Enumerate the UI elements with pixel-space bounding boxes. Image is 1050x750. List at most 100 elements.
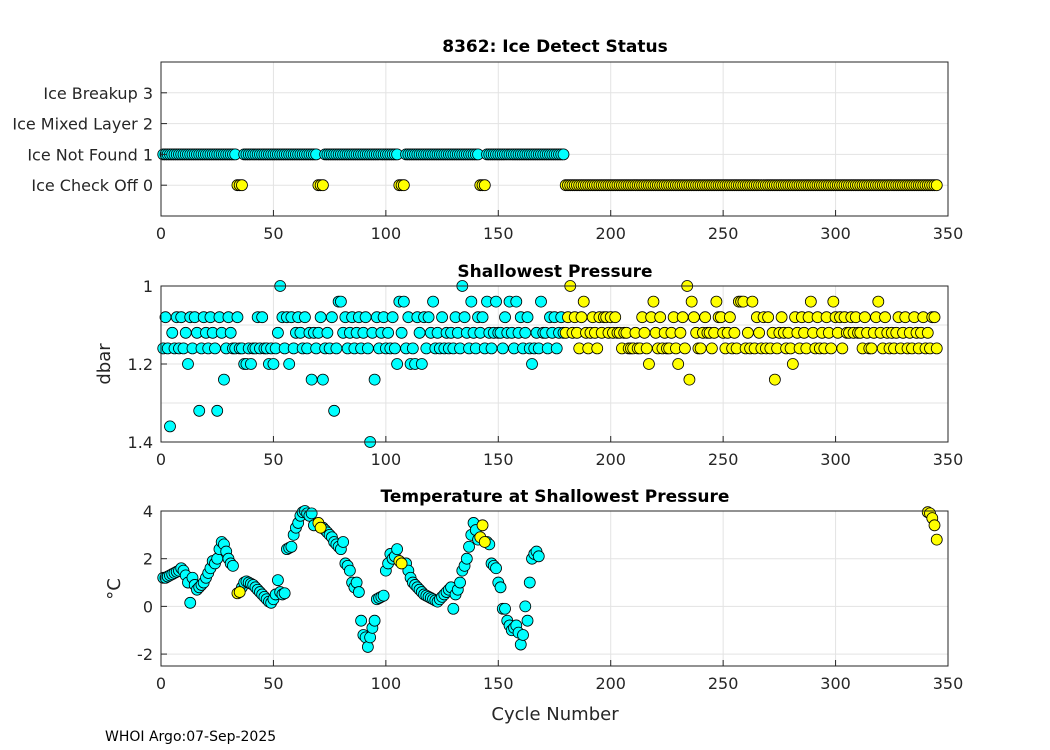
ice-off-point bbox=[316, 179, 329, 192]
x-tick-label: 350 bbox=[933, 450, 964, 469]
ice-on-point bbox=[377, 589, 390, 602]
x-tick-label: 150 bbox=[483, 450, 514, 469]
ice-on-point bbox=[211, 552, 224, 565]
ice-on-point bbox=[535, 295, 547, 308]
ice-on-point bbox=[272, 574, 284, 587]
y-tick-label: 0 bbox=[143, 597, 153, 616]
x-tick-label: 250 bbox=[708, 674, 739, 693]
ice-on-point bbox=[391, 543, 404, 556]
ice-off-point bbox=[706, 342, 718, 355]
ice-on-point bbox=[328, 404, 341, 417]
ice-off-point bbox=[638, 326, 651, 339]
x-tick-label: 100 bbox=[371, 674, 402, 693]
ice-on-point bbox=[499, 602, 511, 615]
ice-on-point bbox=[368, 614, 381, 627]
ice-on-point bbox=[519, 326, 532, 339]
ice-on-point bbox=[454, 576, 466, 589]
ice-on-point bbox=[352, 586, 365, 598]
y-tick-label: -2 bbox=[137, 645, 153, 664]
ice-on-point bbox=[314, 311, 327, 324]
ice-off-point bbox=[478, 179, 491, 192]
ice-off-point bbox=[397, 179, 410, 192]
x-tick-label: 0 bbox=[156, 450, 166, 469]
ice-off-point bbox=[476, 519, 489, 532]
x-tick-label: 50 bbox=[263, 674, 283, 693]
plot-area bbox=[161, 62, 948, 216]
axes-box bbox=[160, 510, 949, 667]
ice-off-point bbox=[679, 342, 691, 355]
ice-on-point bbox=[224, 326, 237, 339]
ice-on-point bbox=[391, 358, 404, 370]
ice-on-point bbox=[166, 326, 179, 339]
ice-on-point bbox=[330, 342, 343, 355]
ice-on-point bbox=[355, 614, 368, 627]
ice-off-point bbox=[676, 311, 689, 324]
ice-off-point bbox=[930, 179, 943, 192]
y-tick-label: 1.4 bbox=[128, 433, 153, 452]
ice-off-point bbox=[723, 311, 736, 324]
plot2-title: Shallowest Pressure bbox=[457, 262, 652, 282]
x-tick-label: 200 bbox=[595, 450, 626, 469]
ice-on-point bbox=[485, 342, 498, 355]
ice-on-point bbox=[256, 311, 269, 324]
ice-off-point bbox=[710, 295, 723, 308]
ice-off-point bbox=[643, 358, 655, 370]
x-tick-label: 50 bbox=[263, 450, 283, 469]
ice-on-point bbox=[193, 404, 206, 417]
ice-on-point bbox=[325, 311, 338, 324]
y-tick-label: Ice Check Off 0 bbox=[31, 176, 153, 195]
footer-credit: WHOI Argo:07-Sep-2025 bbox=[105, 729, 276, 745]
ice-on-point bbox=[490, 562, 502, 575]
ice-on-point bbox=[514, 638, 527, 651]
ice-off-point bbox=[786, 358, 799, 370]
y-tick-label: Ice Mixed Layer 2 bbox=[12, 115, 153, 134]
ice-off-point bbox=[577, 295, 590, 308]
y-tick-label: Ice Breakup 3 bbox=[43, 84, 153, 103]
ice-off-point bbox=[762, 311, 775, 324]
x-tick-label: 100 bbox=[371, 224, 402, 243]
plot-2: 0 50 100 150 200 250 300 350 1 1.2 1.4 bbox=[128, 277, 964, 469]
ice-off-point bbox=[858, 311, 871, 324]
ice-on-point bbox=[494, 581, 507, 594]
x-tick-label: 300 bbox=[820, 450, 851, 469]
ice-on-point bbox=[211, 404, 224, 417]
ice-off-point bbox=[879, 311, 891, 324]
ice-on-point bbox=[316, 373, 329, 386]
ice-on-point bbox=[179, 326, 192, 339]
ice-off-point bbox=[233, 586, 246, 598]
x-tick-label: 50 bbox=[263, 224, 283, 243]
ice-off-point bbox=[688, 311, 700, 324]
ice-off-point bbox=[804, 295, 817, 308]
ice-on-point bbox=[526, 358, 538, 370]
ice-off-point bbox=[768, 373, 781, 386]
ice-off-point bbox=[825, 342, 837, 355]
x-tick-label: 150 bbox=[483, 674, 514, 693]
ice-off-point bbox=[865, 342, 878, 355]
ice-on-point bbox=[523, 576, 536, 589]
ice-on-point bbox=[382, 326, 395, 339]
x-tick-label: 300 bbox=[820, 674, 851, 693]
ice-on-point bbox=[476, 311, 489, 324]
ice-on-point bbox=[231, 311, 244, 324]
ice-on-point bbox=[447, 602, 460, 615]
plot1-title: 8362: Ice Detect Status bbox=[442, 37, 668, 57]
ice-on-point bbox=[361, 342, 374, 355]
x-tick-label: 350 bbox=[933, 224, 964, 243]
ice-off-point bbox=[921, 326, 934, 339]
ice-on-point bbox=[184, 596, 197, 609]
ice-off-point bbox=[609, 311, 622, 324]
ice-off-point bbox=[753, 326, 766, 339]
ice-on-point bbox=[337, 536, 350, 548]
x-tick-label: 200 bbox=[595, 224, 626, 243]
ice-on-point bbox=[267, 358, 280, 370]
ice-on-point bbox=[386, 311, 399, 324]
ice-off-point bbox=[928, 519, 941, 532]
y-tick-label: 1.2 bbox=[128, 355, 153, 374]
ice-off-point bbox=[728, 326, 741, 339]
ice-on-point bbox=[496, 342, 509, 355]
ice-on-point bbox=[285, 540, 298, 553]
ice-on-point bbox=[550, 342, 563, 355]
ice-off-point bbox=[236, 179, 248, 192]
